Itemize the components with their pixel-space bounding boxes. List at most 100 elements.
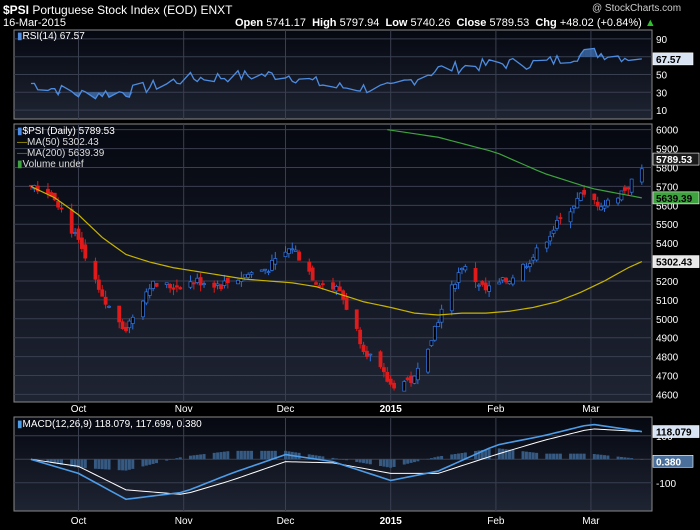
macd-histogram-bar xyxy=(545,453,549,460)
price-y-tick-label: 4800 xyxy=(656,353,679,364)
candle-down xyxy=(168,284,173,289)
candle-up xyxy=(497,281,502,285)
candle-down xyxy=(100,289,105,297)
hist-last-label: 0.380 xyxy=(656,457,681,468)
candle-up xyxy=(412,375,417,384)
candle-up xyxy=(242,274,247,278)
macd-histogram-bar xyxy=(100,459,104,470)
macd-histogram-bar xyxy=(531,452,535,460)
candle-up xyxy=(202,283,206,286)
candle-down xyxy=(337,286,342,292)
x-tick-label: Oct xyxy=(71,516,87,527)
macd-histogram-bar xyxy=(389,459,393,468)
price-y-tick-label: 6000 xyxy=(656,126,679,137)
candle-up xyxy=(487,285,492,292)
price-y-tick-label: 4600 xyxy=(656,390,679,401)
price-y-tick-label: 4900 xyxy=(656,334,679,345)
macd-histogram-bar xyxy=(97,459,101,469)
macd-histogram-bar xyxy=(345,459,349,461)
macd-histogram-bar xyxy=(216,452,220,460)
candle-up xyxy=(188,281,193,288)
macd-histogram-bar xyxy=(626,457,630,460)
rsi-last-label-box xyxy=(652,52,694,66)
candle-up xyxy=(568,211,573,223)
candle-up xyxy=(534,247,539,261)
macd-histogram-bar xyxy=(433,457,437,460)
last-close-label: 5789.53 xyxy=(656,155,693,166)
candle-up xyxy=(639,168,644,183)
macd-histogram-bar xyxy=(365,459,369,464)
macd-histogram-bar xyxy=(630,458,634,460)
candle-up xyxy=(527,263,532,268)
price-y-tick-label: 5600 xyxy=(656,201,679,212)
macd-histogram-bar xyxy=(307,454,311,460)
candle-down xyxy=(626,187,631,190)
macd-histogram-bar xyxy=(53,459,57,464)
macd-histogram-bar xyxy=(73,459,77,468)
candle-down xyxy=(191,282,196,285)
macd-histogram-bar xyxy=(219,452,223,460)
macd-histogram-bar xyxy=(341,459,345,460)
last-ma200-label: 5639.39 xyxy=(656,194,693,205)
price-y-tick-label: 5100 xyxy=(656,296,679,307)
macd-histogram-bar xyxy=(141,459,145,467)
x-tick-label: 2015 xyxy=(380,404,403,415)
macd-histogram-bar xyxy=(596,454,600,460)
x-tick-label: Mar xyxy=(582,404,600,415)
candle-down xyxy=(178,287,183,290)
macd-histogram-bar xyxy=(575,453,579,460)
macd-histogram-bar xyxy=(616,456,620,460)
candle-up xyxy=(555,219,559,229)
candle-up xyxy=(73,232,77,234)
candle-up xyxy=(460,267,464,271)
macd-histogram-bar xyxy=(606,455,610,460)
candle-up xyxy=(273,258,278,265)
candle-up xyxy=(141,300,145,318)
macd-histogram-bar xyxy=(582,453,586,460)
chart-title: $PSI Portuguese Stock Index (EOD) ENXT xyxy=(3,3,232,17)
candle-down xyxy=(382,367,386,373)
x-tick-label: Nov xyxy=(175,404,193,415)
candle-up xyxy=(544,241,549,249)
x-tick-label: Nov xyxy=(175,516,193,527)
candle-down xyxy=(154,282,159,287)
symbol: $PSI xyxy=(3,3,30,17)
macd-histogram-bar xyxy=(46,459,50,463)
macd-histogram-bar xyxy=(569,453,573,460)
macd-histogram-bar xyxy=(222,451,226,460)
macd-last-label: 118.079 xyxy=(656,428,692,439)
macd-histogram-bar xyxy=(212,452,216,460)
candle-down xyxy=(219,284,223,290)
macd-histogram-bar xyxy=(270,450,274,460)
macd-histogram-bar xyxy=(192,455,196,460)
macd-histogram-bar xyxy=(117,459,121,471)
macd-histogram-bar xyxy=(555,453,559,460)
index-name: Portuguese Stock Index (EOD) xyxy=(32,3,198,17)
macd-histogram-bar xyxy=(56,459,60,465)
macd-histogram-bar xyxy=(314,455,318,460)
macd-histogram-bar xyxy=(104,459,108,470)
macd-histogram-bar xyxy=(124,459,128,471)
macd-histogram-bar xyxy=(619,456,623,460)
macd-histogram-bar xyxy=(392,459,396,467)
candle-up xyxy=(456,272,461,283)
macd-histogram-bar xyxy=(412,459,416,463)
candle-up xyxy=(402,381,407,392)
macd-histogram-bar xyxy=(76,459,80,468)
candle-down xyxy=(76,228,81,240)
candle-up xyxy=(578,192,583,201)
macd-histogram-bar xyxy=(579,453,583,460)
candle-up xyxy=(453,284,458,289)
exchange: ENXT xyxy=(200,3,233,17)
candle-up xyxy=(616,197,620,204)
macd-histogram-bar xyxy=(250,450,254,460)
candle-up xyxy=(449,284,454,312)
candle-up xyxy=(432,325,437,341)
macd-histogram-bar xyxy=(453,453,457,460)
macd-histogram-bar xyxy=(440,455,444,460)
rsi-legend-icon: ▮ xyxy=(17,31,23,42)
last-close-label-box xyxy=(652,152,700,166)
macd-histogram-bar xyxy=(572,453,576,460)
rsi-y-tick-label: 90 xyxy=(656,35,668,46)
last-ma200-label-box xyxy=(652,191,700,205)
